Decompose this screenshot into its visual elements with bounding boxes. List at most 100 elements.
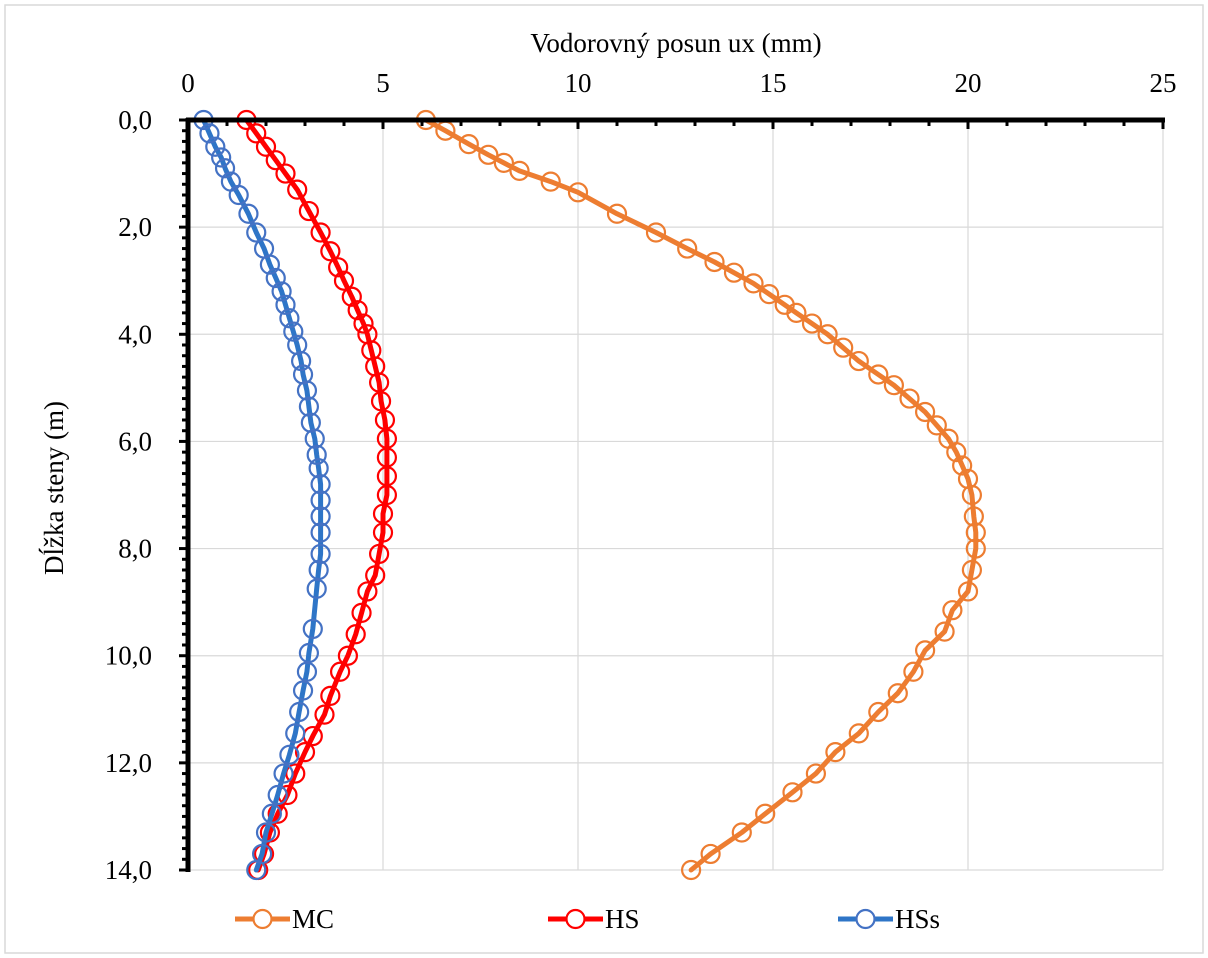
data-point-hss <box>271 281 292 302</box>
legend-label: MC <box>292 904 334 934</box>
data-point-hss <box>310 522 331 543</box>
data-point-mc <box>868 701 889 723</box>
data-point-hss <box>296 661 318 682</box>
legend-item-hss: HSs <box>838 904 940 934</box>
data-point-hss <box>310 490 331 511</box>
data-point-mc <box>817 324 838 345</box>
data-point-hs <box>365 565 386 586</box>
data-point-mc <box>848 350 869 372</box>
data-point-hss <box>310 474 331 495</box>
data-point-hss <box>273 763 294 784</box>
axes <box>179 117 1165 872</box>
legend-item-mc: MC <box>235 904 334 934</box>
data-point-hs <box>369 543 390 565</box>
data-point-hs <box>347 300 368 321</box>
tick-labels: 0 5 10 15 20 25 0,0 2,0 4,0 6,0 8,0 10,0 12,0 14,0 <box>105 68 1177 885</box>
data-point-hs <box>376 484 397 506</box>
data-point-mc <box>914 401 936 423</box>
legend-label: HS <box>605 904 640 934</box>
data-point-mc <box>567 182 589 203</box>
data-point-hss <box>310 543 331 565</box>
data-point-hs <box>287 179 308 200</box>
data-point-hss <box>296 380 318 401</box>
y-tick-label: 14,0 <box>105 855 152 885</box>
data-point-mc <box>942 600 963 621</box>
data-point-mc <box>914 640 936 661</box>
legend-swatch-marker <box>252 908 273 930</box>
data-point-hss <box>306 578 327 599</box>
data-point-hss <box>279 744 300 765</box>
data-point-mc <box>723 262 745 283</box>
data-point-mc <box>965 522 986 543</box>
data-point-mc <box>478 144 499 165</box>
data-point-mc <box>645 222 667 243</box>
data-point-hss <box>298 396 319 417</box>
series-mc <box>415 109 986 881</box>
data-point-hs <box>345 624 366 645</box>
x-tick-label: 5 <box>376 68 390 98</box>
data-point-mc <box>926 415 947 436</box>
data-point-mc <box>963 506 984 527</box>
data-point-mc <box>540 171 561 192</box>
data-point-mc <box>786 302 807 323</box>
data-point-hss <box>199 123 220 144</box>
data-point-hss <box>267 784 288 806</box>
data-point-mc <box>805 763 827 784</box>
legend-item-hs: HS <box>548 904 640 934</box>
y-tick-label: 10,0 <box>105 641 152 671</box>
data-point-hss <box>310 506 331 527</box>
data-point-hss <box>306 444 327 465</box>
data-point-hs <box>370 391 392 412</box>
data-point-mc <box>952 455 973 476</box>
data-point-mc <box>848 723 869 744</box>
data-point-hs <box>320 241 341 262</box>
data-point-mc <box>493 152 514 173</box>
data-point-hss <box>289 701 310 723</box>
data-point-mc <box>758 284 780 305</box>
grid <box>188 120 1164 871</box>
data-point-hs <box>328 257 349 278</box>
data-point-hss <box>304 428 325 449</box>
data-point-mc <box>961 559 983 581</box>
data-point-mc <box>961 484 983 506</box>
series-hss <box>193 109 331 881</box>
data-point-mc <box>833 337 854 358</box>
data-point-hss <box>228 184 249 206</box>
data-point-hs <box>255 136 277 157</box>
data-point-hss <box>285 723 306 744</box>
data-point-hss <box>238 203 259 224</box>
data-point-mc <box>957 581 979 602</box>
series-line-hs <box>244 117 390 873</box>
data-point-mc <box>755 803 776 824</box>
data-point-hs <box>285 763 306 784</box>
data-point-hss <box>246 222 267 243</box>
data-point-hss <box>291 350 312 372</box>
data-point-hs <box>330 661 351 682</box>
data-point-hs <box>314 704 335 725</box>
data-point-mc <box>903 661 924 682</box>
y-tick-label: 6,0 <box>118 426 152 456</box>
data-point-mc <box>606 203 628 224</box>
data-point-mc <box>458 134 479 155</box>
data-point-mc <box>704 251 725 273</box>
x-tick-label: 0 <box>181 68 195 98</box>
data-point-hss <box>302 618 323 640</box>
y-tick-label: 0,0 <box>118 105 152 135</box>
data-point-hss <box>261 803 282 824</box>
x-tick-label: 20 <box>955 68 982 98</box>
data-point-hss <box>255 822 277 843</box>
data-point-hss <box>308 458 329 479</box>
legend-swatch-marker <box>855 908 876 930</box>
data-point-mc <box>700 843 721 865</box>
data-point-mc <box>825 742 846 763</box>
data-point-hs <box>298 200 319 222</box>
data-point-mc <box>934 621 955 642</box>
data-point-hs <box>333 270 355 291</box>
data-point-mc <box>731 822 752 843</box>
data-point-hss <box>279 308 300 329</box>
y-tick-label: 8,0 <box>118 534 152 564</box>
data-point-mc <box>887 683 908 704</box>
data-point-mc <box>782 782 803 803</box>
x-tick-label: 15 <box>760 68 787 98</box>
